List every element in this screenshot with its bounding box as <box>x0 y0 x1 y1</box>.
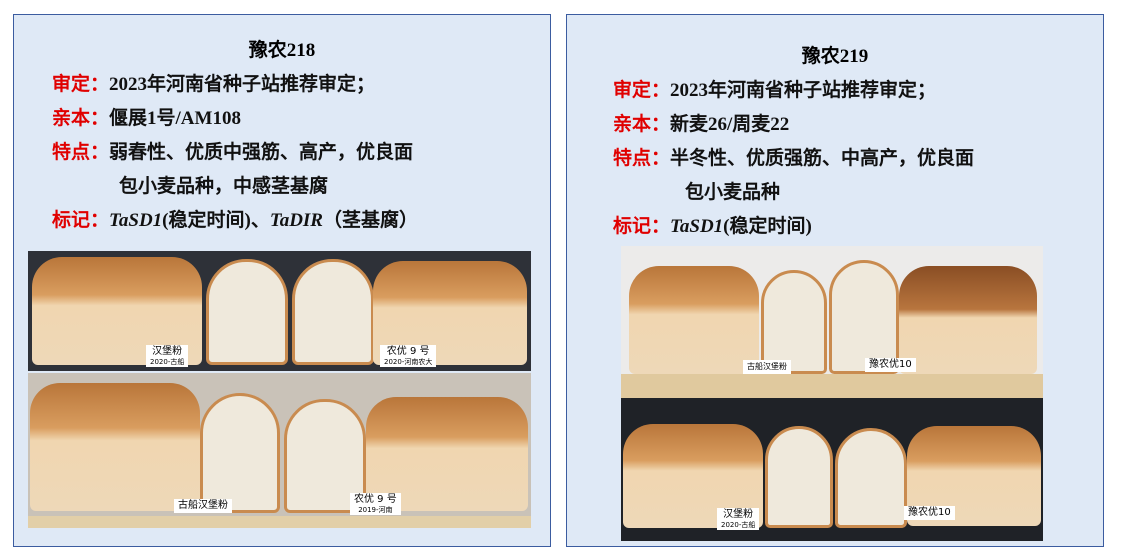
line-text: 弱春性、优质中强筋、高产，优良面 <box>109 142 414 163</box>
photo-label: 汉堡粉 2020-古船 <box>146 345 189 367</box>
marker-name: TaSD1 <box>670 216 724 237</box>
parent-line: 亲本：偃展1号/AM108 <box>52 103 241 130</box>
line-key: 标记： <box>52 210 110 231</box>
line-text: (稳定时间)、 <box>162 210 270 231</box>
feature-line: 特点：弱春性、优质中强筋、高产，优良面 <box>52 137 413 164</box>
line-key: 特点： <box>613 148 671 169</box>
feature-line-cont: 包小麦品种 <box>685 182 781 203</box>
photo-label: 农优 9 号 2019-河南 <box>350 493 401 515</box>
marker-name: TaDIR <box>269 210 323 231</box>
bread-photo: 古船汉堡粉 豫农优10 汉堡粉 2020-古船 豫农优10 <box>621 246 1043 541</box>
line-text: （茎基腐） <box>322 210 418 231</box>
line-key: 亲本： <box>52 108 110 129</box>
approval-line: 审定：2023年河南省种子站推荐审定； <box>52 69 375 96</box>
variety-title: 豫农219 <box>801 46 869 67</box>
line-key: 特点： <box>52 142 110 163</box>
photo-label: 豫农优10 <box>865 358 916 372</box>
line-key: 标记： <box>613 216 671 237</box>
line-text: 半冬性、优质强筋、中高产，优良面 <box>670 148 975 169</box>
variety-title: 豫农218 <box>248 40 316 61</box>
feature-line-cont: 包小麦品种，中感茎基腐 <box>119 176 329 197</box>
line-key: 亲本： <box>613 114 671 135</box>
photo-label: 农优 9 号 2020-河南农大 <box>380 345 437 367</box>
line-key: 审定： <box>52 74 110 95</box>
line-text: 2023年河南省种子站推荐审定； <box>109 74 376 95</box>
line-text: 新麦26/周麦22 <box>670 114 790 135</box>
line-text: 偃展1号/AM108 <box>109 108 241 129</box>
marker-name: TaSD1 <box>109 210 163 231</box>
feature-line: 特点：半冬性、优质强筋、中高产，优良面 <box>613 143 974 170</box>
photo-label: 汉堡粉 2020-古船 <box>717 508 760 530</box>
marker-line: 标记：TaSD1(稳定时间) <box>613 211 812 238</box>
panel-yunong218: 豫农218 审定：2023年河南省种子站推荐审定； 亲本：偃展1号/AM108 … <box>13 14 551 547</box>
photo-label: 古船汉堡粉 <box>743 360 791 374</box>
line-key: 审定： <box>613 80 671 101</box>
approval-line: 审定：2023年河南省种子站推荐审定； <box>613 75 936 102</box>
parent-line: 亲本：新麦26/周麦22 <box>613 109 789 136</box>
line-text: (稳定时间) <box>723 216 812 237</box>
photo-label: 豫农优10 <box>904 506 955 520</box>
panel-yunong219: 豫农219 审定：2023年河南省种子站推荐审定； 亲本：新麦26/周麦22 特… <box>566 14 1104 547</box>
marker-line: 标记：TaSD1(稳定时间)、TaDIR（茎基腐） <box>52 205 418 232</box>
line-text: 2023年河南省种子站推荐审定； <box>670 80 937 101</box>
photo-label: 古船汉堡粉 <box>174 499 232 513</box>
